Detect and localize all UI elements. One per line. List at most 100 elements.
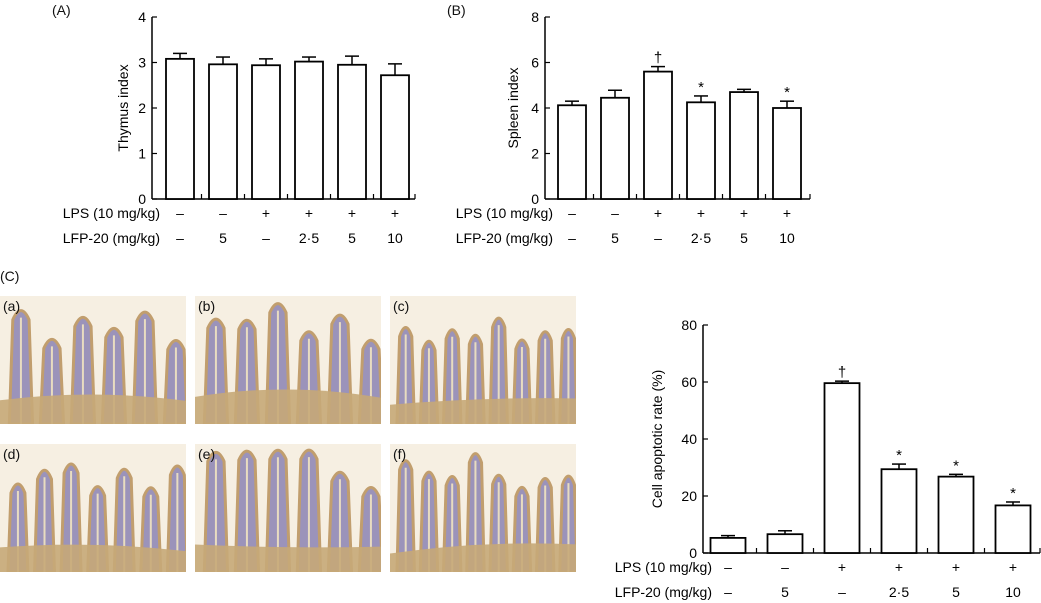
lps-value: + bbox=[305, 205, 313, 221]
y-tick-label: 4 bbox=[531, 100, 539, 116]
significance-marker: † bbox=[654, 50, 662, 67]
lps-value: + bbox=[262, 205, 270, 221]
lfp-value: 2·5 bbox=[299, 230, 319, 246]
bar bbox=[880, 468, 918, 554]
tissue-image bbox=[390, 296, 576, 424]
bar bbox=[380, 74, 410, 200]
bar bbox=[766, 533, 804, 554]
tissue-image bbox=[0, 444, 186, 572]
y-tick-label: 0 bbox=[531, 191, 539, 207]
y-tick-label: 6 bbox=[531, 55, 539, 71]
micrograph-label: (e) bbox=[198, 446, 216, 462]
panel-label-b: (B) bbox=[447, 2, 466, 18]
lps-value: – bbox=[611, 205, 619, 221]
bar bbox=[994, 504, 1032, 554]
row-label-lps: LPS (10 mg/kg) bbox=[63, 205, 160, 221]
lps-value: – bbox=[176, 205, 184, 221]
micrograph-label: (d) bbox=[3, 446, 21, 462]
lfp-value: 5 bbox=[781, 584, 789, 600]
bar bbox=[165, 57, 195, 200]
micrograph-e: (e) bbox=[195, 444, 381, 572]
y-axis-label: Cell apoptotic rate (%) bbox=[649, 370, 665, 509]
lfp-value: 5 bbox=[740, 230, 748, 246]
micrograph-label: (c) bbox=[393, 298, 410, 314]
bar bbox=[600, 96, 630, 200]
y-tick-label: 1 bbox=[138, 146, 146, 162]
lfp-value: 10 bbox=[779, 230, 795, 246]
micrograph-label: (a) bbox=[3, 298, 21, 314]
y-tick-label: 0 bbox=[138, 191, 146, 207]
significance-marker: * bbox=[953, 457, 959, 474]
lps-value: + bbox=[895, 559, 903, 575]
panel-label-c: (C) bbox=[0, 268, 20, 284]
y-tick-label: 80 bbox=[681, 317, 697, 333]
lfp-value: – bbox=[176, 230, 184, 246]
significance-marker: † bbox=[838, 364, 846, 381]
tissue-image bbox=[195, 444, 381, 572]
significance-marker: * bbox=[896, 447, 902, 464]
lps-value: + bbox=[348, 205, 356, 221]
bar bbox=[557, 104, 587, 200]
micrograph-a: (a) bbox=[0, 296, 186, 424]
lps-value: – bbox=[568, 205, 576, 221]
panel-label-a: (A) bbox=[52, 2, 71, 18]
bar bbox=[709, 536, 747, 554]
lfp-value: 5 bbox=[219, 230, 227, 246]
bar bbox=[772, 107, 802, 200]
lfp-value: – bbox=[262, 230, 270, 246]
micrograph-f: (f) bbox=[390, 444, 576, 572]
bar bbox=[251, 64, 281, 200]
lps-value: + bbox=[952, 559, 960, 575]
lfp-value: 2·5 bbox=[691, 230, 711, 246]
y-tick-label: 40 bbox=[681, 431, 697, 447]
y-tick-label: 3 bbox=[138, 55, 146, 71]
micrograph-label: (f) bbox=[393, 446, 407, 462]
significance-marker: * bbox=[1010, 485, 1016, 502]
lps-value: + bbox=[391, 205, 399, 221]
row-label-lfp: LFP-20 (mg/kg) bbox=[456, 230, 553, 246]
micrograph-label: (b) bbox=[198, 298, 216, 314]
lps-value: – bbox=[219, 205, 227, 221]
lfp-value: 10 bbox=[387, 230, 403, 246]
tissue-image bbox=[0, 296, 186, 424]
y-tick-label: 2 bbox=[138, 100, 146, 116]
y-tick-label: 8 bbox=[531, 9, 539, 25]
significance-marker: * bbox=[698, 79, 704, 96]
lps-value: + bbox=[783, 205, 791, 221]
lfp-value: – bbox=[654, 230, 662, 246]
lfp-value: 5 bbox=[952, 584, 960, 600]
y-axis-label: Thymus index bbox=[115, 64, 131, 151]
micrograph-c: (c) bbox=[390, 296, 576, 424]
lps-value: + bbox=[1009, 559, 1017, 575]
bar bbox=[643, 70, 673, 200]
lfp-value: 5 bbox=[611, 230, 619, 246]
row-label-lps: LPS (10 mg/kg) bbox=[456, 205, 553, 221]
bar bbox=[729, 91, 759, 200]
bar bbox=[337, 63, 367, 200]
micrograph-b: (b) bbox=[195, 296, 381, 424]
y-axis-label: Spleen index bbox=[505, 68, 521, 149]
lps-value: + bbox=[697, 205, 705, 221]
lfp-value: 10 bbox=[1005, 584, 1021, 600]
micrograph-d: (d) bbox=[0, 444, 186, 572]
row-label-lfp: LFP-20 (mg/kg) bbox=[615, 584, 712, 600]
significance-marker: * bbox=[784, 84, 790, 101]
row-label-lps: LPS (10 mg/kg) bbox=[615, 559, 712, 575]
lps-value: – bbox=[724, 559, 732, 575]
lfp-value: – bbox=[838, 584, 846, 600]
bar bbox=[208, 63, 238, 200]
tissue-image bbox=[195, 296, 381, 424]
lps-value: + bbox=[838, 559, 846, 575]
y-tick-label: 20 bbox=[681, 488, 697, 504]
lps-value: + bbox=[654, 205, 662, 221]
y-tick-label: 4 bbox=[138, 9, 146, 25]
y-tick-label: 60 bbox=[681, 374, 697, 390]
y-tick-label: 2 bbox=[531, 146, 539, 162]
lfp-value: – bbox=[568, 230, 576, 246]
bar bbox=[294, 60, 324, 200]
lfp-value: 2·5 bbox=[889, 584, 909, 600]
lfp-value: 5 bbox=[348, 230, 356, 246]
lps-value: + bbox=[740, 205, 748, 221]
bar bbox=[823, 382, 861, 554]
